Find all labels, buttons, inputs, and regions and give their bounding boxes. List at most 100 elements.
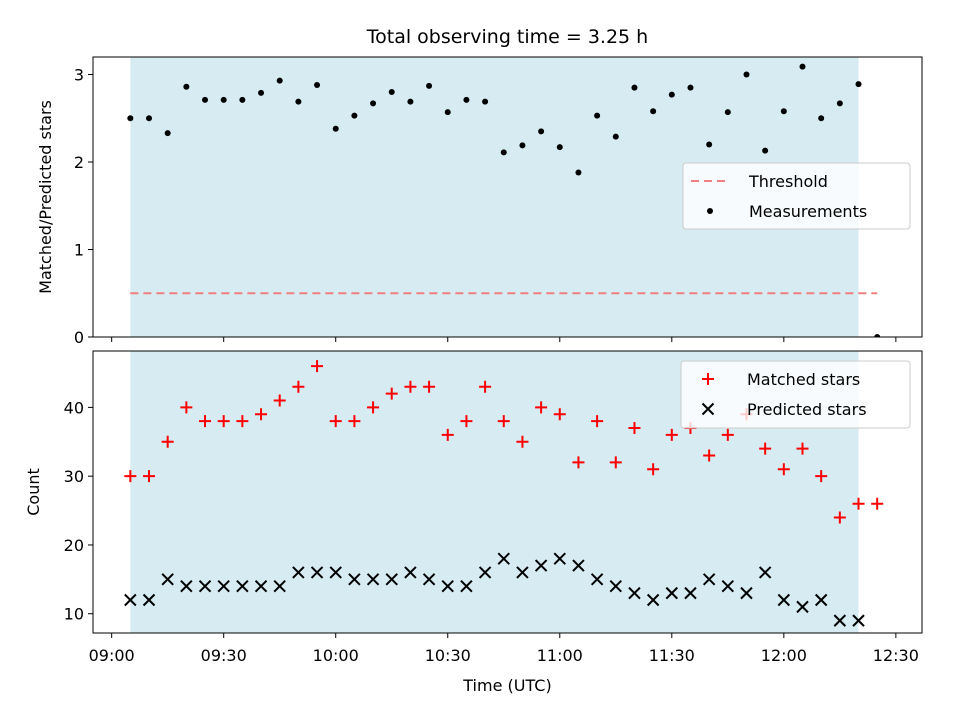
y-tick-label: 2 — [74, 153, 84, 172]
predicted-star-point — [254, 580, 268, 593]
predicted-star-point — [198, 580, 212, 593]
y-tick-label: 40 — [64, 398, 84, 417]
predicted-star-point — [721, 580, 735, 593]
predicted-star-point — [329, 566, 342, 579]
measurement-point — [706, 141, 713, 148]
measurement-point — [594, 112, 601, 119]
measurement-point — [556, 144, 563, 151]
matched-star-point — [759, 442, 772, 455]
predicted-star-point — [366, 573, 380, 586]
legend-label: Threshold — [748, 172, 828, 191]
matched-star-point — [647, 463, 660, 476]
matched-star-point — [665, 428, 678, 441]
measurement-point — [332, 125, 339, 132]
matched-star-point — [273, 394, 286, 407]
measurement-point — [444, 109, 451, 116]
legend-key-matched — [702, 373, 714, 385]
predicted-star-point — [609, 580, 623, 593]
y-tick-label: 1 — [74, 241, 84, 260]
measurement-point — [239, 96, 246, 103]
matched-star-point — [385, 387, 398, 400]
measurement-point — [220, 96, 227, 103]
predicted-star-point — [516, 566, 529, 579]
predicted-star-point — [833, 614, 847, 627]
matched-star-point — [852, 497, 865, 510]
predicted-star-point — [273, 580, 286, 593]
y-tick-label: 10 — [64, 605, 84, 624]
matched-star-point — [180, 401, 193, 414]
predicted-star-point — [534, 559, 548, 572]
plot-marks — [127, 63, 881, 337]
matched-star-point — [199, 415, 212, 428]
predicted-star-point — [124, 593, 137, 607]
y-axis-label: Matched/Predicted stars — [36, 100, 55, 294]
legend-label: Measurements — [749, 202, 867, 221]
legend-label: Matched stars — [747, 370, 860, 389]
x-tick-label: 09:00 — [89, 646, 135, 665]
matched-star-point — [703, 449, 716, 462]
matched-star-point — [161, 435, 174, 448]
legend: Threshold Measurements — [682, 162, 911, 230]
measurement-point — [351, 112, 358, 119]
x-axis-label: Time (UTC) — [462, 676, 551, 695]
predicted-star-point — [292, 566, 305, 579]
measurement-point — [482, 98, 489, 105]
predicted-star-point — [665, 586, 679, 600]
matched-star-point — [516, 435, 529, 448]
predicted-star-point — [217, 580, 230, 593]
measurement-point — [799, 63, 806, 70]
matched-star-point — [255, 408, 268, 421]
measurement-point — [314, 82, 321, 88]
matched-star-point — [497, 415, 510, 428]
measurement-point — [855, 81, 862, 88]
matched-star-point — [460, 415, 473, 428]
matched-star-point — [423, 380, 436, 393]
matched-star-point — [143, 470, 156, 483]
predicted-star-point — [422, 573, 436, 586]
predicted-star-point — [161, 573, 174, 586]
measurement-point — [780, 108, 787, 115]
legend-box — [682, 162, 911, 230]
measurement-point — [538, 128, 545, 135]
matched-star-point — [479, 380, 492, 393]
matched-star-point — [441, 428, 454, 441]
legend-key-predicted — [701, 402, 715, 416]
measurement-point — [388, 89, 395, 95]
x-tick-label: 10:30 — [425, 646, 471, 665]
y-tick-label: 30 — [64, 467, 84, 486]
predicted-star-point — [180, 580, 193, 593]
measurement-point — [127, 115, 134, 122]
matched-star-point — [833, 511, 846, 524]
measurement-point — [164, 130, 171, 137]
y-axis-label: Count — [24, 468, 43, 516]
predicted-star-point — [460, 580, 473, 593]
measurement-point — [258, 89, 265, 96]
predicted-star-point — [553, 552, 566, 565]
measurement-point — [650, 108, 657, 115]
measurement-point — [836, 100, 843, 107]
matched-star-point — [871, 497, 884, 510]
matched-star-point — [217, 415, 230, 428]
measurement-point — [500, 149, 507, 156]
x-tick-label: 11:00 — [537, 646, 583, 665]
matched-star-point — [311, 360, 324, 373]
axes-frame — [92, 56, 923, 338]
measurement-point — [183, 83, 190, 90]
matched-star-point — [367, 401, 380, 414]
y-tick-label: 20 — [64, 536, 84, 555]
y-tick-label: 3 — [74, 66, 84, 85]
measurement-point — [202, 96, 209, 103]
matched-star-point — [404, 380, 417, 393]
matched-star-point — [796, 442, 809, 455]
x-tick-label: 11:30 — [649, 646, 695, 665]
measurement-point — [724, 109, 731, 116]
legend-label: Predicted stars — [747, 400, 867, 419]
matched-star-point — [609, 456, 622, 469]
matched-star-point — [236, 415, 249, 428]
plot-marks — [124, 360, 884, 627]
legend: Matched stars Predicted stars — [680, 360, 911, 429]
matched-star-point — [591, 415, 604, 428]
top-panel: 0 1 2 3 Total observing time = 3.25 h Matched… — [36, 26, 923, 347]
measurement-point — [818, 115, 825, 122]
measurement-point — [668, 91, 675, 98]
